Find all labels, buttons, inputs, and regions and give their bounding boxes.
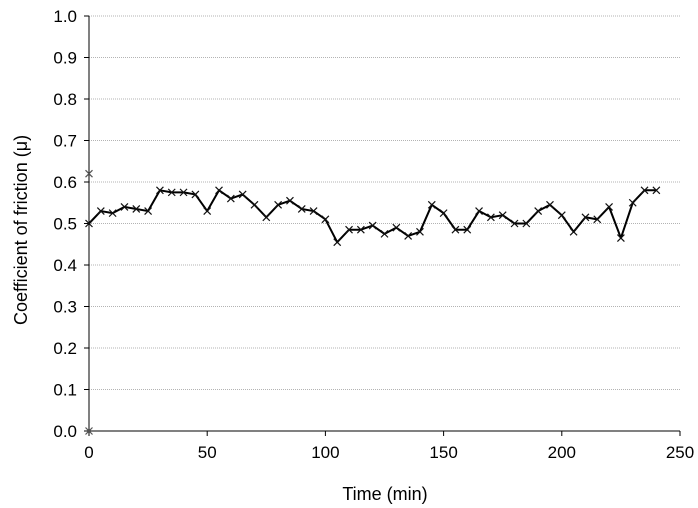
y-tick-label-2: 0.2 xyxy=(53,339,77,358)
y-tick-label-10: 1.0 xyxy=(53,7,77,26)
data-point-44 xyxy=(605,202,614,211)
y-tick-label-8: 0.8 xyxy=(53,90,77,109)
y-tick-label-0: 0.0 xyxy=(53,422,77,441)
data-point-30 xyxy=(439,209,448,218)
data-point-6 xyxy=(155,186,164,195)
y-axis-title: Coefficient of friction (μ) xyxy=(11,135,31,325)
y-tick-label-6: 0.6 xyxy=(53,173,77,192)
data-point-19 xyxy=(309,207,318,215)
x-tick-label-3: 150 xyxy=(429,443,457,462)
data-point-41 xyxy=(569,227,578,236)
data-point-3 xyxy=(120,202,129,211)
data-point-12 xyxy=(226,194,235,203)
data-point-14 xyxy=(250,200,259,209)
x-tick-label-4: 200 xyxy=(548,443,576,462)
x-axis-title: Time (min) xyxy=(342,484,427,504)
tick-labels: 0.0 0.1 0.2 0.3 0.4 0.5 0.6 0.7 0.8 0.9 1.0 0 50 100 1… xyxy=(53,7,694,462)
data-point-23 xyxy=(356,225,365,234)
axes xyxy=(84,15,681,436)
x-tick-label-0: 0 xyxy=(84,443,93,462)
data-point-24 xyxy=(368,221,377,230)
data-point-8 xyxy=(179,188,188,197)
data-point-37 xyxy=(522,219,531,228)
data-point-28 xyxy=(416,227,424,236)
data-point-33 xyxy=(475,207,483,215)
data-point-31 xyxy=(451,225,460,234)
data-point-45 xyxy=(616,234,625,242)
data-point-17 xyxy=(286,196,294,205)
y-tick-label-4: 0.4 xyxy=(53,256,77,275)
data-point-47 xyxy=(640,186,649,195)
data-point-32 xyxy=(463,225,472,234)
data-point-9 xyxy=(191,190,200,199)
data-point-16 xyxy=(274,200,283,209)
data-point-22 xyxy=(345,225,353,234)
gridlines xyxy=(89,15,680,390)
data-point-42 xyxy=(581,213,590,222)
data-point-27 xyxy=(404,232,413,240)
data-point-21 xyxy=(333,238,342,247)
data-point-2 xyxy=(108,209,117,218)
data-point-5 xyxy=(144,207,153,215)
data-point-11 xyxy=(215,186,223,195)
x-tick-label-5: 250 xyxy=(666,443,694,462)
data-markers xyxy=(85,169,661,435)
data-point-20 xyxy=(321,215,330,224)
y-tick-label-3: 0.3 xyxy=(53,298,77,317)
y-tick-label-9: 0.9 xyxy=(53,49,77,68)
y-tick-label-1: 0.1 xyxy=(53,381,77,400)
data-point-48 xyxy=(652,186,661,195)
data-point-36 xyxy=(510,219,519,228)
data-point-26 xyxy=(392,223,401,232)
data-point-10 xyxy=(203,207,212,215)
data-point-18 xyxy=(297,205,306,213)
data-point-0 xyxy=(85,219,93,228)
x-tick-label-2: 100 xyxy=(311,443,339,462)
data-point-40 xyxy=(557,211,566,220)
data-point-7 xyxy=(167,188,176,197)
data-point-35 xyxy=(498,211,507,220)
y-tick-label-7: 0.7 xyxy=(53,132,77,151)
y-tick-label-5: 0.5 xyxy=(53,215,77,234)
outlier-point-0 xyxy=(85,169,93,178)
data-point-4 xyxy=(132,205,141,213)
data-point-34 xyxy=(486,213,495,222)
data-point-43 xyxy=(593,215,602,224)
outlier-point-1 xyxy=(85,427,93,435)
data-point-1 xyxy=(96,207,105,215)
data-point-46 xyxy=(628,198,637,207)
data-point-38 xyxy=(534,207,543,215)
x-tick-label-1: 50 xyxy=(198,443,217,462)
data-point-25 xyxy=(380,229,389,238)
data-point-39 xyxy=(546,200,554,209)
data-point-13 xyxy=(238,190,247,199)
data-point-15 xyxy=(262,213,271,222)
data-point-29 xyxy=(427,200,436,209)
